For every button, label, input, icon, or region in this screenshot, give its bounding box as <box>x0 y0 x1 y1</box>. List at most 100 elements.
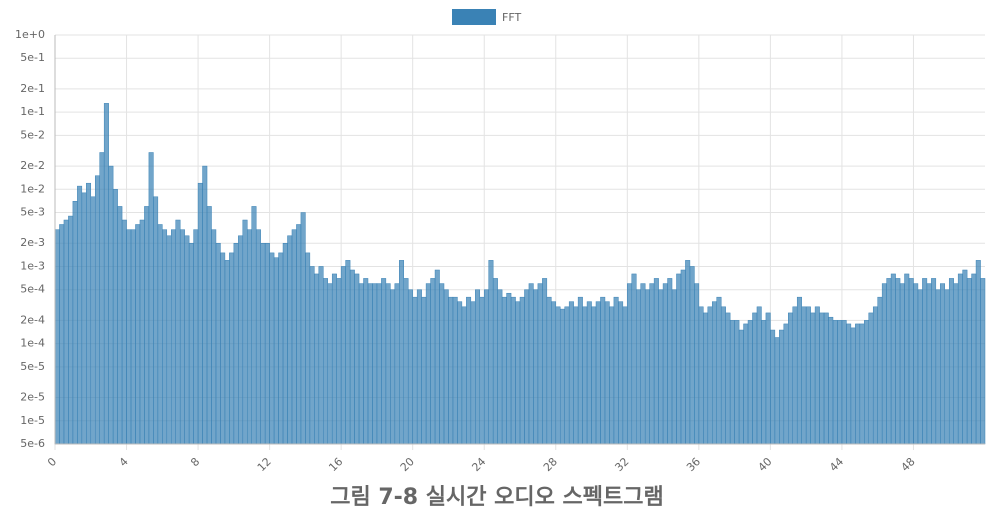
x-tick-label: 12 <box>255 455 274 474</box>
bar <box>59 224 65 445</box>
bar <box>837 320 843 445</box>
bar <box>542 278 548 445</box>
y-tick-label: 1e+0 <box>15 28 45 41</box>
y-tick-label: 5e-5 <box>20 360 45 373</box>
x-tick-label: 32 <box>612 455 631 474</box>
bar <box>157 224 163 445</box>
bar <box>913 283 919 445</box>
bar <box>184 235 190 445</box>
bar <box>779 329 785 445</box>
bar <box>524 289 530 445</box>
bar <box>492 278 498 445</box>
bar <box>425 283 431 445</box>
bar <box>774 337 780 445</box>
bar <box>197 182 203 445</box>
bar <box>323 278 328 445</box>
bar <box>689 266 695 445</box>
bar <box>211 229 217 445</box>
bar <box>953 283 959 445</box>
bar <box>483 289 489 445</box>
bar <box>421 296 427 445</box>
bar <box>564 306 570 445</box>
y-tick-label: 1e-2 <box>20 182 45 195</box>
bar <box>962 269 968 445</box>
bar <box>568 301 574 445</box>
x-tick-label: 28 <box>541 455 560 474</box>
bar <box>367 283 373 445</box>
bar <box>850 327 856 445</box>
bar <box>613 296 619 445</box>
y-tick-label: 1e-3 <box>20 259 45 272</box>
bar <box>582 306 588 445</box>
bar <box>636 289 641 445</box>
y-tick-label: 2e-1 <box>20 82 45 95</box>
bar <box>667 278 673 445</box>
bar <box>644 289 650 445</box>
bar <box>864 320 870 445</box>
bar <box>680 269 686 445</box>
bar <box>287 235 293 445</box>
bar <box>273 257 279 445</box>
bar <box>940 283 946 445</box>
bar <box>166 235 172 445</box>
y-tick-label: 2e-2 <box>20 159 45 172</box>
bar <box>327 283 333 445</box>
bar <box>712 301 717 445</box>
bar <box>716 296 722 445</box>
x-tick-label: 24 <box>469 455 488 474</box>
y-tick-label: 1e-5 <box>20 414 45 427</box>
bar <box>305 252 311 445</box>
bar <box>153 196 159 445</box>
bar <box>752 312 758 445</box>
bar <box>488 260 494 445</box>
bar <box>296 224 302 445</box>
bar <box>841 320 847 445</box>
bar <box>291 229 297 445</box>
bar <box>738 329 744 445</box>
bar <box>479 296 485 445</box>
bar <box>345 260 351 445</box>
bar <box>788 312 793 445</box>
bar <box>895 278 901 445</box>
y-tick-label: 2e-5 <box>20 391 45 404</box>
bar <box>707 306 713 445</box>
bar <box>801 306 807 445</box>
x-tick-label: 48 <box>899 455 918 474</box>
bar <box>269 252 275 445</box>
bar <box>868 312 874 445</box>
bar <box>881 283 887 445</box>
bar <box>703 312 709 445</box>
bar <box>103 103 109 445</box>
bar <box>671 289 677 445</box>
bar <box>506 292 512 445</box>
bar <box>819 312 825 445</box>
bar <box>734 320 740 445</box>
bar <box>81 192 87 445</box>
bar <box>439 283 445 445</box>
y-tick-label: 5e-2 <box>20 128 45 141</box>
bar <box>90 196 96 445</box>
bar <box>331 273 337 445</box>
bar <box>908 278 914 445</box>
bar <box>555 306 561 445</box>
bar <box>72 201 78 445</box>
bar <box>859 323 865 445</box>
x-tick-label: 20 <box>398 455 417 474</box>
legend-label: FFT <box>502 11 521 24</box>
bar <box>77 185 83 445</box>
bar <box>872 306 878 445</box>
bar <box>233 242 239 445</box>
y-tick-label: 2e-4 <box>20 313 45 326</box>
bar <box>461 306 467 445</box>
bar <box>457 301 463 445</box>
bar <box>698 306 704 445</box>
y-tick-label: 2e-3 <box>20 236 45 249</box>
bar <box>595 301 601 445</box>
bar <box>475 289 481 445</box>
bar <box>618 301 624 445</box>
bar <box>846 323 852 445</box>
bar <box>255 229 261 445</box>
bar <box>497 289 503 445</box>
bar <box>179 229 185 445</box>
bar <box>381 278 387 445</box>
